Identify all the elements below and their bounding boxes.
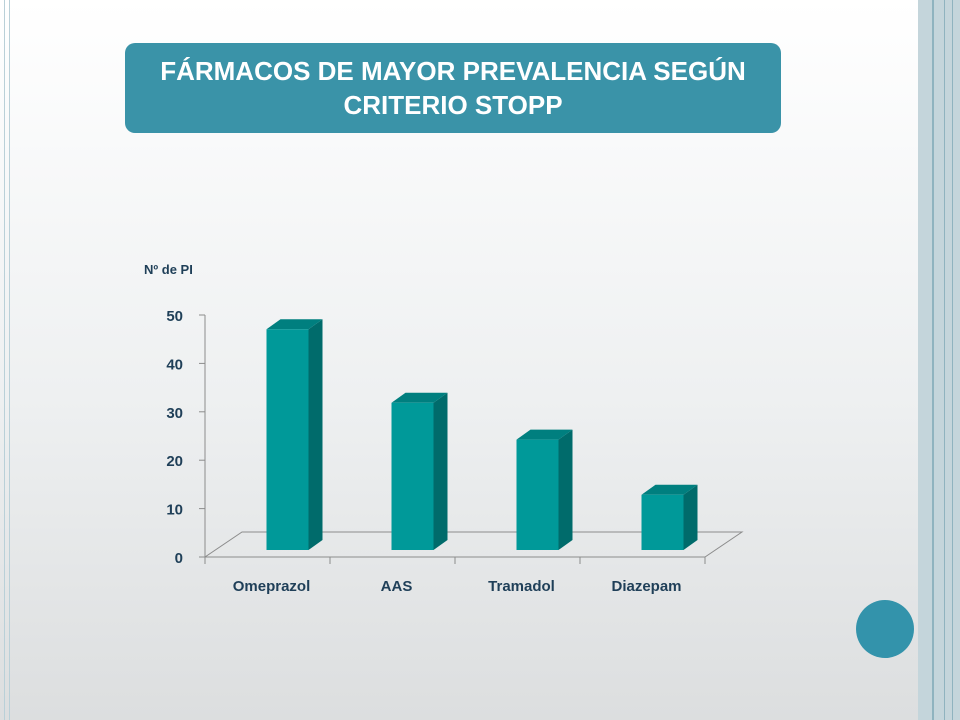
left-frame-border <box>4 0 10 720</box>
bar-front <box>641 494 684 550</box>
bar-top <box>391 392 448 403</box>
bar-front <box>391 402 434 550</box>
bar-front <box>516 439 559 550</box>
y-axis-label: Nº de PI <box>144 262 193 277</box>
bar-front <box>266 329 309 550</box>
y-tick-label: 50 <box>166 308 183 325</box>
right-decorative-band <box>918 0 960 720</box>
bar-top <box>641 484 698 495</box>
slide-title: FÁRMACOS DE MAYOR PREVALENCIA SEGÚN CRIT… <box>160 56 746 120</box>
y-tick-label: 40 <box>166 356 183 373</box>
bar-side <box>433 392 448 550</box>
bar-tramadol <box>516 429 573 550</box>
title-banner: FÁRMACOS DE MAYOR PREVALENCIA SEGÚN CRIT… <box>125 43 781 133</box>
y-tick-label: 20 <box>166 453 183 470</box>
bar-diazepam <box>641 484 698 550</box>
x-tick-label: Diazepam <box>611 578 681 595</box>
x-tick-label: Omeprazol <box>233 578 311 595</box>
bar-side <box>308 319 323 550</box>
chart-floor <box>203 531 744 558</box>
bar-aas <box>391 392 448 550</box>
bar-side <box>683 484 698 550</box>
y-tick-label: 10 <box>166 502 183 519</box>
x-tick-label: Tramadol <box>488 578 555 595</box>
decorative-circle <box>856 600 914 658</box>
bar-top <box>266 319 323 330</box>
y-tick-label: 0 <box>175 550 183 567</box>
bar-top <box>516 429 573 440</box>
bar-side <box>558 429 573 550</box>
y-tick-label: 30 <box>166 405 183 422</box>
x-tick-label: AAS <box>381 578 413 595</box>
bar-omeprazol <box>266 319 323 550</box>
